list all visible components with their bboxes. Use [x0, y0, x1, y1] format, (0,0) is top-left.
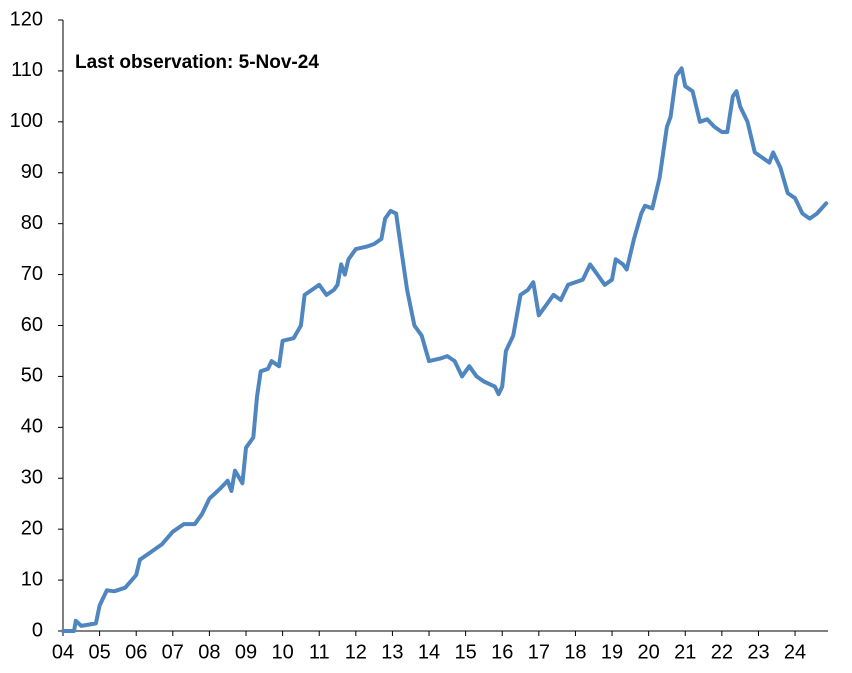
- x-tick-label: 09: [235, 641, 257, 663]
- x-tick-label: 19: [601, 641, 623, 663]
- x-tick-label: 12: [345, 641, 367, 663]
- y-tick-label: 110: [11, 59, 43, 81]
- x-tick-label: 20: [638, 641, 660, 663]
- annotation: Last observation: 5-Nov-24: [75, 52, 319, 73]
- y-tick-label: 20: [21, 517, 43, 539]
- x-tick-label: 06: [125, 641, 147, 663]
- y-tick-label: 10: [21, 568, 43, 590]
- y-tick-label: 100: [10, 110, 43, 132]
- x-tick-label: 10: [271, 641, 293, 663]
- y-tick-label: 40: [21, 416, 43, 438]
- y-tick-label: 90: [21, 161, 43, 183]
- x-tick-label: 07: [162, 641, 184, 663]
- y-tick-label: 0: [32, 619, 43, 641]
- x-tick-label: 22: [711, 641, 733, 663]
- x-tick-label: 15: [455, 641, 477, 663]
- x-tick-label: 23: [747, 641, 769, 663]
- x-tick-label: 13: [381, 641, 403, 663]
- x-tick-label: 16: [491, 641, 513, 663]
- y-tick-label: 50: [21, 365, 43, 387]
- y-tick-label: 70: [21, 263, 43, 285]
- x-tick-label: 14: [418, 641, 440, 663]
- y-tick-label: 30: [21, 467, 43, 489]
- line: [61, 66, 829, 633]
- x-tick-label: 05: [88, 641, 110, 663]
- x-tick-label: 08: [198, 641, 220, 663]
- x-tick-label: 18: [564, 641, 586, 663]
- x-tick-label: 24: [784, 641, 806, 663]
- y-tick-label: 60: [21, 314, 43, 336]
- y-tick-label: 80: [21, 212, 43, 234]
- x-tick-label: 11: [309, 641, 330, 663]
- x-tick-label: 04: [52, 641, 74, 663]
- y-tick-label: 120: [10, 8, 43, 30]
- x-tick-label: 17: [528, 641, 550, 663]
- x-tick-label: 21: [674, 641, 696, 663]
